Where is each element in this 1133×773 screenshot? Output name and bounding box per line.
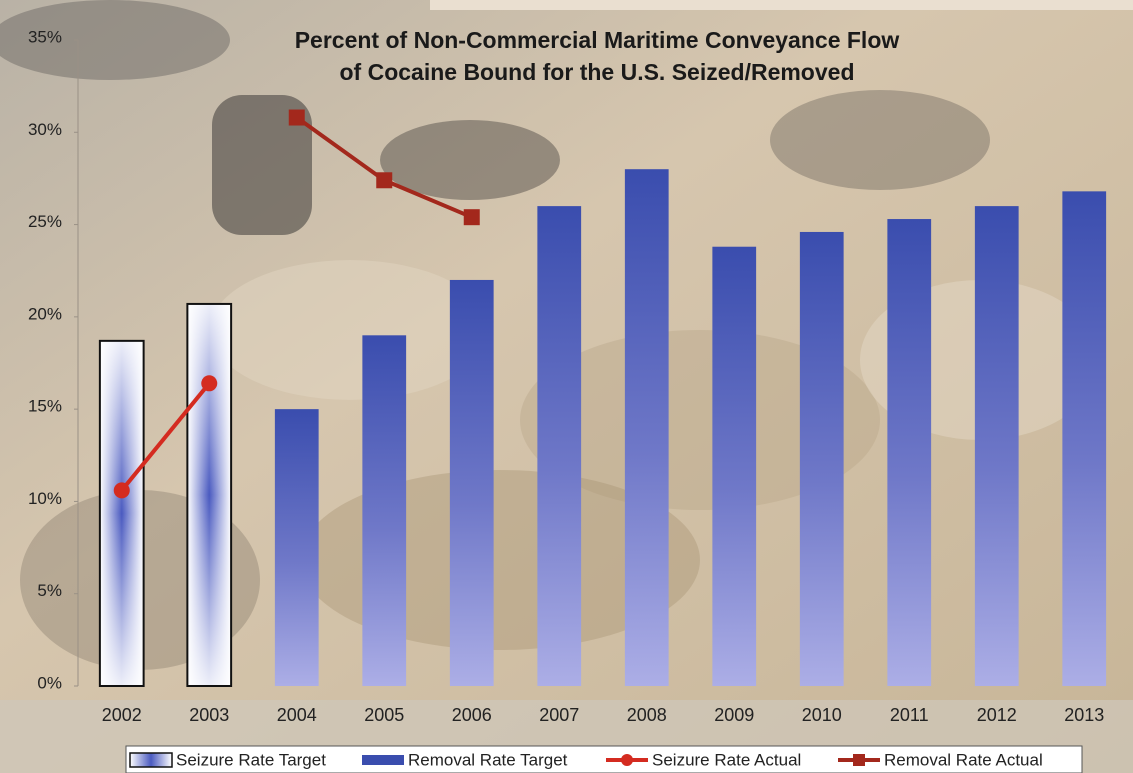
- removal-target-bar: [1062, 191, 1107, 686]
- x-tick-label: 2005: [364, 705, 404, 725]
- x-tick-label: 2003: [189, 705, 229, 725]
- bar-fade: [99, 340, 144, 686]
- y-tick-label: 5%: [37, 581, 62, 600]
- x-tick-label: 2010: [802, 705, 842, 725]
- series-line: [120, 382, 211, 492]
- bar-outline: [98, 339, 145, 687]
- legend-box: [125, 745, 1083, 773]
- x-tick-label: 2013: [1064, 705, 1104, 725]
- y-tick-label: 35%: [28, 27, 62, 46]
- legend-label: Removal Rate Actual: [884, 750, 1043, 769]
- bar-outline: [186, 302, 233, 687]
- point-marker: [113, 482, 130, 499]
- x-tick-label: 2008: [627, 705, 667, 725]
- removal-target-bar: [799, 231, 844, 686]
- x-tick-label: 2006: [452, 705, 492, 725]
- x-tick-label: 2004: [277, 705, 317, 725]
- chart-title: Percent of Non-Commercial Maritime Conve…: [295, 27, 900, 53]
- point-marker: [288, 109, 305, 126]
- y-tick-label: 20%: [28, 304, 62, 323]
- point-marker: [201, 375, 218, 392]
- removal-target-bar: [537, 206, 582, 686]
- seizure-target-bar: [186, 302, 233, 687]
- legend-swatch: [129, 752, 173, 768]
- removal-target-bar: [274, 409, 319, 686]
- chart-subtitle: of Cocaine Bound for the U.S. Seized/Rem…: [339, 59, 854, 85]
- legend-marker: [621, 754, 633, 766]
- y-tick-label: 25%: [28, 212, 62, 231]
- bar-fade: [187, 303, 232, 686]
- point-marker: [463, 209, 480, 226]
- legend-marker: [853, 754, 865, 766]
- removal-target-bar: [712, 246, 757, 686]
- x-tick-label: 2012: [977, 705, 1017, 725]
- plot-area: 0% 5% 10% 15% 20% 25% 30% 35% 2002 2003 2004 2005 20…: [28, 27, 1107, 725]
- x-tick-label: 2011: [890, 705, 929, 725]
- legend: Seizure Rate Target Removal Rate Target Se…: [129, 750, 1043, 769]
- y-tick-label: 15%: [28, 397, 62, 416]
- removal-target-bar: [362, 335, 407, 686]
- removal-target-bar: [974, 206, 1019, 686]
- y-tick-label: 30%: [28, 120, 62, 139]
- removal-target-bar: [624, 169, 669, 686]
- x-tick-label: 2009: [714, 705, 754, 725]
- seizure-target-bar: [98, 339, 145, 687]
- removal-target-bar: [887, 219, 932, 686]
- removal-target-bar: [449, 279, 494, 686]
- y-tick-label: 10%: [28, 489, 62, 508]
- y-tick-label: 0%: [37, 673, 62, 692]
- legend-label: Seizure Rate Target: [176, 750, 326, 769]
- legend-label: Removal Rate Target: [408, 750, 568, 769]
- x-tick-label: 2007: [539, 705, 579, 725]
- legend-swatch: [362, 755, 404, 765]
- point-marker: [376, 172, 393, 189]
- legend-label: Seizure Rate Actual: [652, 750, 801, 769]
- x-tick-label: 2002: [102, 705, 142, 725]
